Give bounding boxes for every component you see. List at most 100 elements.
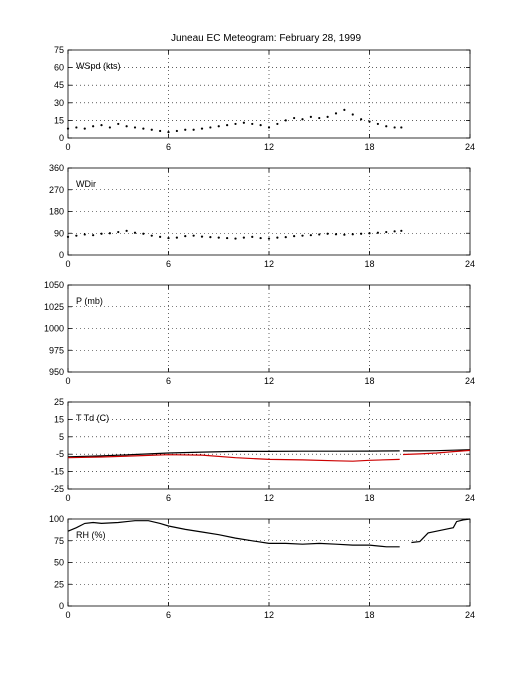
- x-tick-label: 6: [166, 493, 171, 503]
- data-point: [343, 108, 346, 111]
- y-tick-label: 25: [54, 397, 64, 407]
- data-point: [142, 232, 145, 235]
- y-tick-label: 25: [54, 579, 64, 589]
- panel-wdir: 0 6 12 18 24 0 90 180 270 360 WDir: [49, 163, 475, 269]
- data-point: [351, 233, 354, 236]
- x-tick-label: 12: [264, 259, 274, 269]
- y-tick-label: 5: [59, 432, 64, 442]
- data-point: [343, 233, 346, 236]
- x-tick-label: 18: [364, 259, 374, 269]
- x-tick-label: 24: [465, 259, 475, 269]
- series-0: [67, 520, 400, 548]
- y-tick-label: 975: [49, 345, 64, 355]
- data-point: [234, 122, 237, 126]
- x-tick-label: 18: [364, 142, 374, 152]
- data-point: [184, 235, 187, 238]
- data-point: [108, 232, 111, 235]
- y-tick-label: -15: [51, 467, 64, 477]
- series-line: [411, 518, 471, 544]
- data-point: [234, 237, 237, 240]
- data-point: [150, 234, 153, 237]
- y-tick-label: 30: [54, 98, 64, 108]
- y-tick-label: 1050: [44, 280, 64, 290]
- data-point: [267, 237, 271, 240]
- y-tick-label: 75: [54, 536, 64, 546]
- panel-rh: 0 6 12 18 24 0 25 50 75 100 RH (%): [49, 514, 475, 620]
- series-1: [411, 518, 471, 544]
- y-tick-label: 180: [49, 207, 64, 217]
- y-tick-label: 270: [49, 185, 64, 195]
- data-point: [175, 236, 178, 239]
- y-tick-label: 45: [54, 80, 64, 90]
- y-tick-label: -25: [51, 484, 64, 494]
- data-point: [209, 126, 212, 129]
- data-point: [284, 236, 287, 239]
- y-tick-label: 75: [54, 45, 64, 55]
- panel-label: WSpd (kts): [76, 61, 121, 71]
- axes-box: [67, 401, 471, 490]
- data-point: [133, 231, 137, 234]
- series-0: [66, 229, 403, 240]
- data-point: [351, 113, 354, 116]
- data-point: [92, 125, 95, 128]
- data-point: [133, 126, 137, 129]
- data-point: [92, 234, 95, 237]
- x-tick-label: 6: [166, 259, 171, 269]
- data-point: [209, 236, 212, 239]
- figure-title: Juneau EC Meteogram: February 28, 1999: [171, 33, 362, 44]
- data-point: [66, 127, 70, 130]
- data-point: [259, 123, 262, 127]
- x-tick-label: 24: [465, 142, 475, 152]
- series-3: [402, 449, 471, 456]
- data-point: [376, 231, 379, 234]
- panel-label: RH (%): [76, 530, 106, 540]
- panel-p-mb: 0 6 12 18 24 950 975 1000 1025 1050 P (mb): [44, 280, 475, 386]
- panel-label: WDir: [76, 179, 96, 189]
- data-point: [368, 232, 371, 235]
- data-point: [400, 229, 403, 232]
- data-point: [75, 126, 78, 129]
- y-tick-label: 60: [54, 63, 64, 73]
- data-point: [167, 131, 170, 134]
- data-point: [309, 115, 312, 118]
- series-1: [403, 449, 471, 452]
- data-point: [400, 126, 403, 129]
- panel-wspd-kts: 0 6 12 18 24 0 15 30 45 60 75 WSpd (kts): [54, 45, 475, 152]
- data-point: [393, 126, 396, 129]
- series-line: [67, 454, 400, 462]
- x-tick-label: 6: [166, 142, 171, 152]
- data-point: [393, 230, 396, 233]
- data-point: [125, 125, 128, 128]
- y-tick-label: 0: [59, 133, 64, 143]
- y-tick-label: 950: [49, 367, 64, 377]
- data-point: [117, 122, 120, 126]
- data-point: [276, 122, 279, 126]
- data-point: [318, 233, 321, 236]
- x-tick-label: 6: [166, 376, 171, 386]
- y-tick-label: 360: [49, 163, 64, 173]
- panel-label: T Td (C): [76, 413, 109, 423]
- data-point: [100, 232, 103, 235]
- data-point: [259, 236, 262, 240]
- x-tick-label: 12: [264, 376, 274, 386]
- data-point: [360, 118, 363, 121]
- data-point: [376, 122, 379, 126]
- data-point: [83, 233, 86, 236]
- data-point: [159, 129, 162, 133]
- data-point: [117, 230, 120, 234]
- data-point: [167, 236, 170, 240]
- x-tick-label: 6: [166, 610, 171, 620]
- x-tick-label: 24: [465, 376, 475, 386]
- x-tick-label: 0: [65, 493, 70, 503]
- data-point: [66, 235, 70, 238]
- panel-label: P (mb): [76, 296, 103, 306]
- data-point: [75, 234, 78, 237]
- data-point: [309, 234, 312, 237]
- x-tick-label: 18: [364, 610, 374, 620]
- x-tick-label: 18: [364, 493, 374, 503]
- data-point: [318, 116, 321, 120]
- data-point: [385, 125, 388, 128]
- x-tick-label: 0: [65, 610, 70, 620]
- data-point: [251, 122, 254, 126]
- y-tick-label: 0: [59, 250, 64, 260]
